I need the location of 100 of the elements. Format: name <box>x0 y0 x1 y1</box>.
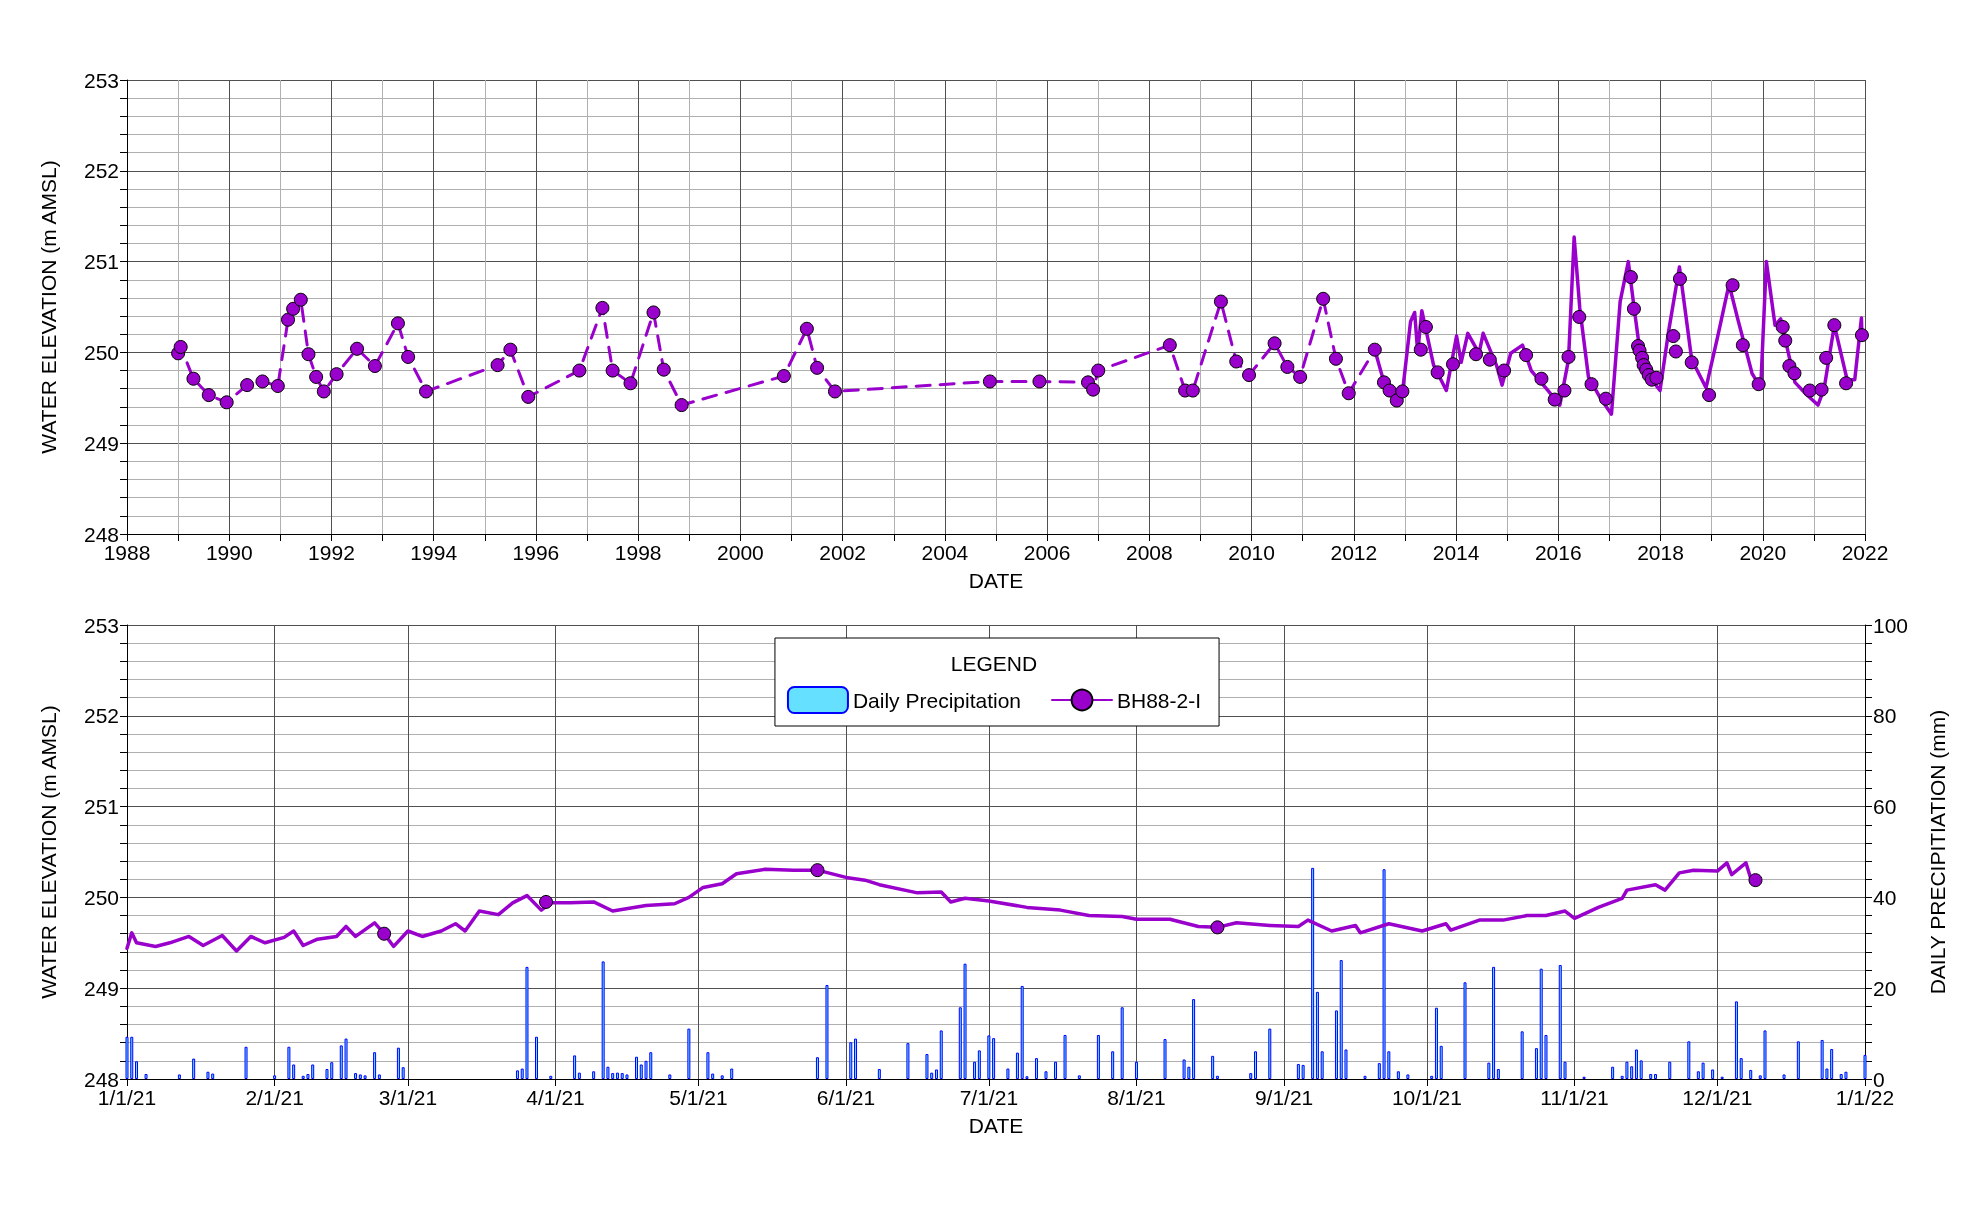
bar <box>354 1073 358 1079</box>
x-tick-label: 9/1/21 <box>1254 1086 1314 1109</box>
point <box>1242 368 1257 383</box>
bar <box>1034 1058 1038 1079</box>
point <box>521 389 536 404</box>
bar <box>1096 1034 1100 1079</box>
x-tick-label: 4/1/21 <box>526 1086 585 1109</box>
x-tick-label: 1994 <box>410 541 458 564</box>
bar <box>592 1071 596 1079</box>
bar <box>1182 1059 1186 1079</box>
bar <box>1496 1069 1500 1079</box>
x-tick-label: 1992 <box>308 541 355 564</box>
bar <box>1134 1061 1138 1079</box>
point <box>1668 344 1683 359</box>
bar <box>973 1061 977 1079</box>
bar <box>1315 991 1319 1079</box>
bar <box>934 1069 938 1079</box>
bar <box>730 1068 734 1079</box>
bar <box>977 1050 981 1079</box>
bar <box>939 1030 943 1079</box>
bar <box>125 1036 129 1079</box>
bar <box>1749 1069 1753 1079</box>
point <box>1735 338 1750 353</box>
bar <box>515 1070 519 1079</box>
point <box>1534 371 1549 386</box>
point <box>1519 348 1534 363</box>
bar <box>273 1075 277 1079</box>
point <box>316 384 331 399</box>
bar <box>287 1046 291 1079</box>
x-tick-label: 8/1/21 <box>1107 1086 1166 1109</box>
x-tick-label: 2004 <box>921 541 969 564</box>
y-tick-label: 252 <box>83 704 119 728</box>
point <box>255 374 270 389</box>
bar <box>1211 1055 1215 1079</box>
bar <box>1520 1031 1524 1079</box>
bar <box>1763 1030 1767 1079</box>
point <box>186 371 201 386</box>
x-tick-label: 7/1/21 <box>959 1086 1019 1109</box>
y-tick-label: 253 <box>83 68 119 92</box>
bar <box>1334 1010 1338 1079</box>
point <box>1395 384 1410 399</box>
point <box>309 369 324 384</box>
x-tick-label: 1998 <box>614 541 662 564</box>
bar <box>549 1075 553 1079</box>
point <box>1469 347 1483 362</box>
point <box>674 398 689 413</box>
bar <box>1844 1071 1848 1079</box>
bar <box>401 1067 405 1079</box>
x-tick-label: 2000 <box>717 541 764 564</box>
bar <box>1639 1060 1643 1079</box>
x-axis-title: DATE <box>968 1114 1024 1137</box>
point <box>1213 294 1228 309</box>
point <box>1778 333 1793 348</box>
point <box>1684 355 1699 370</box>
point <box>270 379 285 393</box>
point <box>173 339 188 354</box>
point <box>646 305 661 320</box>
bar <box>635 1056 638 1079</box>
bar <box>1111 1051 1115 1079</box>
bar <box>1434 1007 1438 1079</box>
x-tick-label: 2022 <box>1841 541 1889 564</box>
point <box>1775 319 1790 334</box>
point <box>1626 301 1641 316</box>
point <box>350 341 365 356</box>
bar <box>825 985 829 1079</box>
bar <box>1863 1054 1867 1079</box>
bar <box>1054 1061 1058 1079</box>
y-tick-label: 249 <box>83 431 119 455</box>
x-tick-label: 5/1/21 <box>669 1086 728 1109</box>
point <box>1162 338 1177 353</box>
bar <box>815 1057 819 1079</box>
legend-label: Daily Precipitation <box>852 688 1022 712</box>
y-tick-label: 249 <box>83 976 119 1000</box>
legend-label: BH88-2-I <box>1117 688 1202 712</box>
point <box>377 926 392 941</box>
y2-tick-label: 40 <box>1873 885 1897 909</box>
point <box>1185 383 1200 398</box>
y-tick-label: 250 <box>83 340 119 364</box>
point <box>1316 291 1331 306</box>
point <box>1814 382 1829 397</box>
bar <box>1534 1048 1538 1079</box>
bar <box>1382 869 1386 1079</box>
bar <box>373 1052 377 1079</box>
bar <box>1015 1052 1019 1079</box>
bar <box>1463 982 1467 1079</box>
bar <box>1044 1071 1048 1079</box>
point <box>1666 329 1681 344</box>
point <box>623 376 638 391</box>
point <box>1839 376 1854 391</box>
point <box>605 363 620 378</box>
y-tick-label: 250 <box>83 885 119 909</box>
y2-tick-label: 100 <box>1873 613 1909 637</box>
bar <box>615 1072 619 1079</box>
point <box>1547 392 1562 407</box>
bar <box>1649 1074 1653 1079</box>
point <box>1280 359 1295 374</box>
bar <box>1363 1075 1367 1079</box>
point <box>293 292 308 307</box>
bar <box>1782 1074 1786 1079</box>
bar <box>1163 1039 1167 1079</box>
